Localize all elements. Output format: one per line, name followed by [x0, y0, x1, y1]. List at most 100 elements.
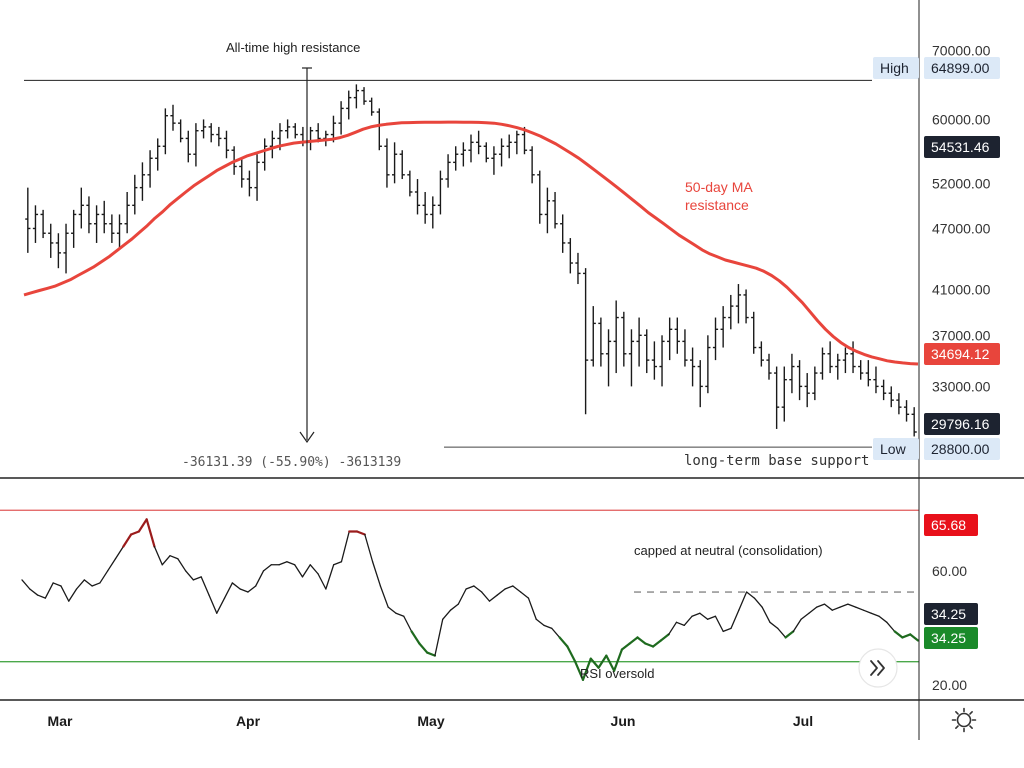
- rsi-segment: [355, 530, 366, 536]
- rsi-segment: [473, 585, 483, 593]
- rsi-segment: [481, 591, 491, 602]
- ohlc-bar: [621, 311, 627, 367]
- price-tick-label: 37000.00: [932, 327, 991, 343]
- price-tag-label-box: [873, 438, 919, 460]
- ohlc-bar: [651, 341, 657, 380]
- rsi-segment: [457, 588, 467, 605]
- ohlc-bar: [384, 138, 390, 188]
- ohlc-bar: [338, 101, 344, 135]
- time-axis-label: Mar: [48, 713, 73, 729]
- ohlc-bar: [307, 126, 314, 151]
- rsi-segment: [784, 630, 795, 639]
- ohlc-bar: [728, 294, 734, 330]
- ohlc-bar: [124, 191, 130, 234]
- settings-icon-ray: [955, 711, 959, 715]
- rsi-segment: [636, 636, 647, 645]
- ohlc-bar: [223, 130, 230, 159]
- ohlc-bar: [476, 130, 482, 155]
- rsi-segment: [184, 570, 195, 581]
- ohlc-bar: [483, 142, 489, 163]
- price-tag-value: 28800.00: [931, 441, 990, 457]
- rsi-segment: [769, 621, 779, 630]
- rsi-segment: [153, 545, 163, 566]
- ohlc-bar: [827, 341, 833, 374]
- rsi-segment: [722, 627, 732, 633]
- rsi-tag-value: 34.25: [931, 606, 966, 622]
- price-tick-label: 60000.00: [932, 111, 991, 127]
- ohlc-bar: [376, 108, 382, 151]
- ohlc-bar: [521, 126, 528, 155]
- ohlc-bar: [414, 179, 421, 215]
- rsi-segment: [808, 606, 818, 614]
- support-annotation: long-term base support: [684, 453, 869, 469]
- ohlc-bar: [369, 97, 375, 116]
- rsi-segment: [839, 603, 849, 608]
- ohlc-bar: [689, 347, 696, 387]
- ohlc-bar: [40, 209, 46, 239]
- rsi-segment: [426, 651, 437, 657]
- ohlc-bar: [674, 317, 680, 354]
- ohlc-bar: [269, 130, 275, 159]
- rsi-segment: [800, 612, 810, 620]
- ohlc-bar: [537, 170, 543, 224]
- price-tick-label: 41000.00: [932, 281, 991, 297]
- rsi-segment: [777, 627, 787, 639]
- rsi-segment: [262, 564, 272, 572]
- ohlc-bar: [506, 134, 512, 159]
- rsi-segment: [605, 654, 616, 672]
- rsi-segment: [543, 624, 553, 630]
- scroll-to-latest-button[interactable]: [858, 648, 898, 688]
- rsi-tag-value: 65.68: [931, 517, 966, 533]
- settings-icon-ring: [956, 712, 972, 728]
- ohlc-bar: [292, 123, 298, 139]
- price-tag-box: [924, 438, 1000, 460]
- rsi-tag-box: [924, 514, 978, 536]
- ohlc-bar: [109, 214, 115, 243]
- sun-settings-icon[interactable]: [951, 707, 977, 733]
- ohlc-bar: [498, 138, 505, 167]
- rsi-segment: [862, 609, 872, 614]
- ohlc-bar: [453, 146, 459, 171]
- rsi-segment: [91, 582, 101, 587]
- ohlc-bar: [865, 360, 871, 387]
- ohlc-bar: [529, 146, 535, 184]
- ohlc-bar: [697, 360, 703, 408]
- price-tag-box: [924, 343, 1000, 365]
- rsi-segment: [192, 576, 202, 581]
- rsi-segment: [901, 633, 912, 639]
- ohlc-bar: [254, 154, 260, 201]
- ohlc-bar: [445, 154, 451, 188]
- rsi-segment: [29, 588, 39, 596]
- rsi-segment: [512, 585, 522, 593]
- price-tag-value: 34694.12: [931, 346, 990, 362]
- rsi-segment: [410, 630, 421, 645]
- time-axis-label: May: [417, 713, 444, 729]
- double-chevron-right-icon: [870, 660, 885, 676]
- rsi-segment: [371, 561, 382, 587]
- ohlc-bar: [628, 329, 635, 387]
- ohlc-bar: [147, 150, 153, 188]
- rsi-segment: [753, 597, 763, 608]
- rsi-segment: [129, 530, 140, 536]
- price-tag-value: 54531.46: [931, 139, 990, 155]
- ohlc-bar: [430, 196, 436, 229]
- ohlc-bar: [216, 126, 222, 147]
- price-tag-label: High: [880, 60, 909, 76]
- rsi-segment: [659, 633, 670, 642]
- ohlc-bar: [560, 214, 566, 253]
- ohlc-bar: [346, 90, 352, 120]
- ohlc-bar: [659, 335, 665, 387]
- rsi-segment: [278, 561, 288, 566]
- rsi-segment: [301, 564, 311, 578]
- rsi-segment: [387, 606, 397, 614]
- rsi-segment: [465, 585, 475, 590]
- rsi-segment: [668, 621, 678, 636]
- ohlc-bar: [903, 400, 910, 422]
- rsi-segment: [628, 636, 639, 645]
- ohlc-bar: [32, 205, 39, 243]
- rsi-segment: [75, 579, 85, 590]
- ohlc-bar: [758, 341, 764, 367]
- rsi-oversold-annotation: RSI oversold: [580, 666, 654, 681]
- measure-arrow-head: [299, 431, 315, 444]
